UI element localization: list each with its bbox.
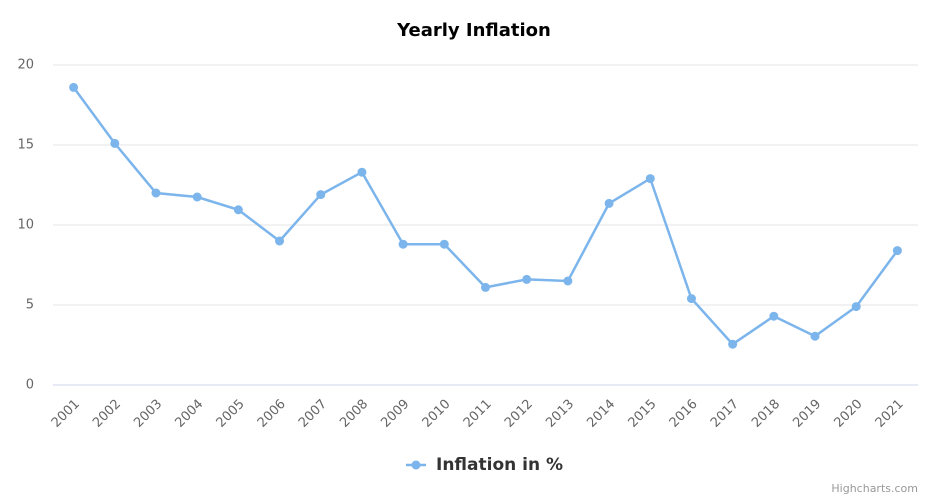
y-tick-label: 10 (17, 218, 34, 233)
x-tick-label: 2005 (214, 397, 248, 431)
point (892, 246, 902, 256)
point (439, 239, 449, 249)
x-tick-label: 2006 (255, 397, 289, 431)
point (233, 205, 243, 215)
point (357, 167, 367, 177)
x-tick-label: 2015 (626, 397, 660, 431)
point (851, 302, 861, 312)
point (522, 274, 532, 284)
point (398, 239, 408, 249)
x-tick-label: 2012 (502, 397, 536, 431)
y-tick-label: 5 (26, 298, 34, 313)
x-tick-label: 2007 (296, 397, 330, 431)
x-tick-label: 2009 (378, 397, 412, 431)
legend-label[interactable]: Inflation in % (436, 455, 563, 475)
point (769, 311, 779, 321)
x-tick-label: 2003 (131, 397, 165, 431)
point (563, 276, 573, 286)
point (316, 190, 326, 200)
point (151, 188, 161, 198)
x-tick-label: 2004 (172, 397, 206, 431)
point (810, 331, 820, 341)
credits: Highcharts.com (831, 482, 918, 495)
point (275, 236, 285, 246)
x-tick-label: 2019 (790, 397, 824, 431)
point (728, 339, 738, 349)
x-tick-label: 2002 (90, 397, 124, 431)
y-tick-label: 0 (26, 378, 34, 393)
x-tick-label: 2017 (708, 397, 742, 431)
x-tick-label: 2018 (749, 397, 783, 431)
x-tick-label: 2020 (832, 397, 866, 431)
point (604, 198, 614, 208)
x-tick-label: 2001 (49, 397, 83, 431)
point (192, 192, 202, 202)
x-tick-label: 2011 (461, 397, 495, 431)
point (69, 82, 79, 92)
chart-title: Yearly Inflation (396, 20, 551, 41)
point (110, 138, 120, 148)
line (72, 86, 899, 346)
point (481, 282, 490, 292)
x-tick-label: 2016 (667, 397, 701, 431)
x-tick-label: 2008 (337, 397, 371, 431)
legend-marker (411, 460, 421, 470)
point (645, 174, 655, 184)
y-tick-label: 15 (17, 138, 34, 153)
point (686, 294, 696, 304)
x-tick-label: 2021 (873, 397, 907, 431)
y-tick-label: 20 (17, 58, 34, 73)
x-tick-label: 2010 (420, 397, 454, 431)
x-tick-label: 2014 (584, 397, 618, 431)
x-tick-label: 2013 (543, 397, 577, 431)
